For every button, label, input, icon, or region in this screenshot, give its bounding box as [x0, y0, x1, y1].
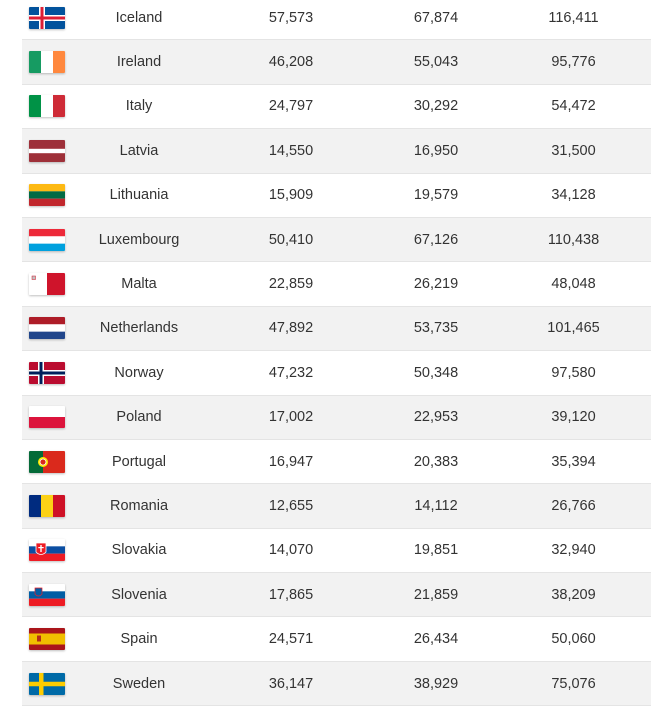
value-col2: 26,434: [413, 631, 459, 648]
value-col1: 24,797: [268, 98, 314, 115]
value-col3: 95,776: [551, 54, 596, 71]
table-row: Sweden 36,147 38,929 75,076: [22, 661, 651, 707]
table-row: Malta 22,859 26,219 48,048: [22, 262, 651, 307]
poland-flag-icon: [29, 406, 65, 429]
table-row: Portugal 16,947 20,383 35,394: [22, 440, 651, 485]
sweden-flag-icon: [29, 672, 65, 695]
country-name: Luxembourg: [98, 231, 180, 248]
table-row: Poland 17,002 22,953 39,120: [22, 395, 651, 440]
country-name: Slovenia: [111, 586, 167, 603]
country-name: Portugal: [111, 453, 166, 470]
value-col3: 39,120: [551, 409, 596, 426]
country-name: Ireland: [116, 54, 162, 71]
country-name: Italy: [125, 98, 153, 115]
value-col2: 19,579: [413, 187, 459, 204]
table-row: Lithuania 15,909 19,579 34,128: [22, 174, 651, 218]
value-col3: 50,060: [551, 631, 596, 648]
value-col2: 50,348: [413, 364, 459, 381]
norway-flag-icon: [29, 361, 65, 384]
value-col1: 50,410: [268, 231, 314, 248]
value-col1: 17,002: [268, 409, 314, 426]
value-col3: 32,940: [551, 542, 596, 559]
value-col2: 14,112: [414, 497, 458, 514]
slovenia-flag-icon: [29, 583, 65, 606]
table-row: Slovenia 17,865 21,859 38,209: [22, 573, 651, 618]
value-col3: 35,394: [551, 453, 596, 470]
table-row: Iceland 57,573 67,874 116,411: [22, 0, 651, 41]
malta-flag-icon: [29, 273, 65, 296]
iceland-flag-icon: [29, 6, 65, 29]
country-table: Iceland 57,573 67,874 116,411 Ireland 46…: [22, 0, 651, 707]
value-col3: 31,500: [551, 142, 596, 159]
value-col1: 16,947: [268, 453, 314, 470]
table-row: Italy 24,797 30,292 54,472: [22, 85, 651, 130]
value-col3: 38,209: [551, 586, 596, 603]
value-col3: 116,411: [548, 9, 599, 26]
value-col2: 67,126: [413, 231, 459, 248]
country-name: Iceland: [115, 9, 163, 26]
value-col2: 30,292: [413, 98, 459, 115]
netherlands-flag-icon: [29, 317, 65, 340]
country-name: Slovakia: [111, 542, 167, 559]
value-col1: 15,909: [268, 187, 314, 204]
value-col1: 17,865: [268, 586, 314, 603]
slovakia-flag-icon: [29, 539, 65, 562]
value-col1: 14,070: [268, 542, 314, 559]
lithuania-flag-icon: [29, 184, 65, 207]
value-col3: 101,465: [547, 320, 600, 337]
country-name: Malta: [121, 276, 157, 293]
table-row: Netherlands 47,892 53,735 101,465: [22, 306, 651, 352]
table-row: Latvia 14,550 16,950 31,500: [22, 129, 651, 174]
table-row: Ireland 46,208 55,043 95,776: [22, 40, 651, 85]
table-row: Norway 47,232 50,348 97,580: [22, 351, 651, 396]
value-col3: 48,048: [551, 276, 596, 293]
table-row: Luxembourg 50,410 67,126 110,438: [22, 217, 651, 263]
table-row: Spain 24,571 26,434 50,060: [22, 617, 651, 662]
italy-flag-icon: [29, 95, 65, 118]
ireland-flag-icon: [29, 51, 65, 74]
value-col1: 47,892: [268, 320, 314, 337]
value-col3: 75,076: [551, 675, 596, 692]
value-col1: 57,573: [268, 9, 314, 26]
value-col2: 53,735: [413, 320, 459, 337]
country-name: Romania: [109, 497, 169, 514]
value-col2: 26,219: [413, 276, 459, 293]
country-name: Lithuania: [109, 187, 169, 204]
luxembourg-flag-icon: [29, 228, 65, 251]
value-col1: 46,208: [268, 54, 314, 71]
value-col3: 34,128: [551, 187, 596, 204]
value-col1: 12,655: [268, 497, 314, 514]
value-col2: 38,929: [413, 675, 459, 692]
value-col2: 55,043: [413, 54, 459, 71]
portugal-flag-icon: [29, 450, 65, 473]
country-name: Spain: [120, 631, 158, 648]
value-col3: 26,766: [551, 497, 596, 514]
value-col2: 20,383: [413, 453, 459, 470]
value-col3: 97,580: [551, 364, 596, 381]
value-col1: 24,571: [268, 631, 314, 648]
country-name: Norway: [114, 364, 164, 381]
value-col1: 14,550: [268, 142, 314, 159]
value-col1: 36,147: [268, 675, 314, 692]
value-col3: 110,438: [547, 231, 600, 248]
country-name: Netherlands: [99, 320, 179, 337]
country-name: Sweden: [112, 675, 166, 692]
table-row: Slovakia 14,070 19,851 32,940: [22, 529, 651, 574]
value-col2: 67,874: [413, 9, 459, 26]
romania-flag-icon: [29, 494, 65, 517]
value-col2: 21,859: [413, 586, 459, 603]
value-col2: 22,953: [413, 409, 459, 426]
country-name: Poland: [116, 409, 162, 426]
value-col1: 22,859: [268, 276, 314, 293]
value-col3: 54,472: [551, 98, 596, 115]
country-name: Latvia: [119, 142, 159, 159]
value-col2: 19,851: [413, 542, 459, 559]
value-col1: 47,232: [268, 364, 314, 381]
spain-flag-icon: [29, 628, 65, 651]
table-row: Romania 12,655 14,112 26,766: [22, 484, 651, 529]
latvia-flag-icon: [29, 139, 65, 162]
value-col2: 16,950: [413, 142, 459, 159]
